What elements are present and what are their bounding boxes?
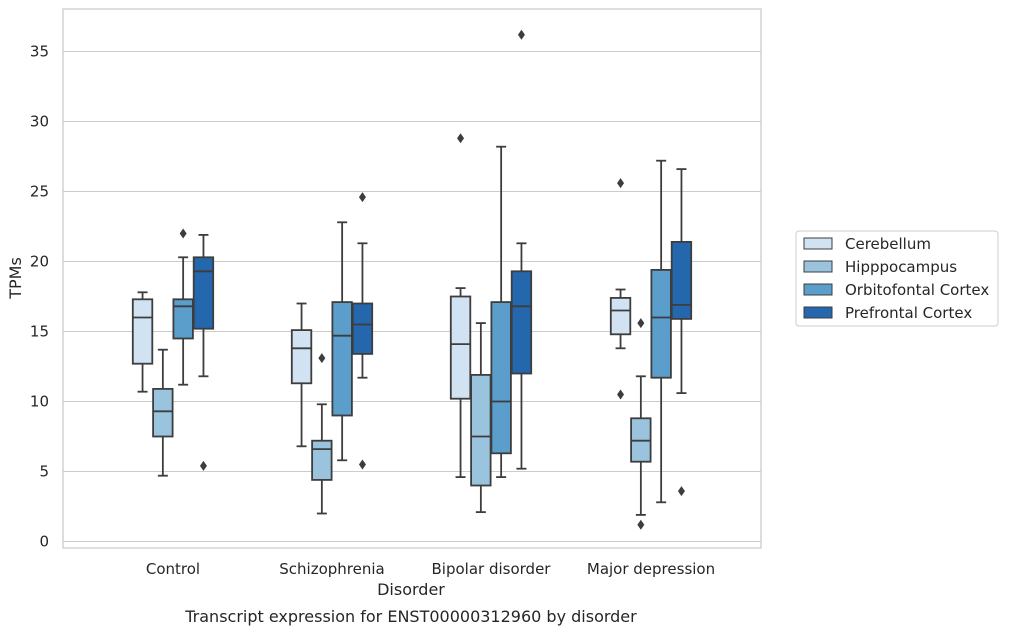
outlier-point — [677, 486, 685, 497]
iqr-box — [152, 387, 174, 438]
x-tick-label: Control — [146, 560, 200, 578]
box-prefrontal-cortex — [670, 168, 693, 497]
x-tick-label: Bipolar disorder — [432, 560, 552, 578]
box-orbitofontal-cortex — [650, 159, 672, 504]
iqr-box — [650, 268, 672, 379]
chart-caption: Transcript expression for ENST0000031296… — [184, 607, 637, 626]
outlier-point — [617, 178, 625, 189]
legend-label: Cerebellum — [845, 235, 931, 253]
iqr-box — [670, 240, 693, 320]
box-prefrontal-cortex — [351, 192, 374, 470]
iqr-box — [609, 296, 632, 336]
iqr-box — [490, 301, 512, 455]
legend: Cerebellum Hipppocampus Orbitofontal Corte… — [795, 230, 999, 327]
box-prefrontal-cortex — [510, 29, 533, 470]
box-hipppocampus — [152, 348, 174, 477]
outlier-point — [617, 389, 625, 400]
box-groups — [131, 29, 693, 530]
y-tick-label: 25 — [30, 183, 49, 201]
legend-label: Hipppocampus — [845, 258, 957, 276]
iqr-box — [331, 301, 353, 417]
y-tick-label: 30 — [30, 113, 49, 131]
outlier-point — [199, 460, 207, 471]
iqr-box — [470, 373, 492, 487]
iqr-box — [131, 298, 154, 365]
x-tick-label: Schizophrenia — [279, 560, 384, 578]
x-axis-label: Disorder — [377, 580, 445, 599]
iqr-box — [449, 295, 472, 400]
outlier-point — [318, 353, 326, 364]
outlier-point — [358, 459, 366, 470]
iqr-box — [172, 298, 194, 340]
legend-label: Prefrontal Cortex — [845, 304, 972, 322]
legend-swatch — [803, 306, 833, 319]
box-orbitofontal-cortex — [490, 145, 512, 479]
y-tick-labels: 0 5 10 15 20 25 30 35 — [30, 43, 49, 551]
outlier-point — [179, 228, 187, 239]
legend-label: Orbitofontal Cortex — [845, 281, 989, 299]
box-orbitofontal-cortex — [172, 228, 194, 386]
outlier-point — [517, 29, 525, 40]
box-cerebellum — [290, 302, 313, 448]
y-tick-label: 35 — [30, 43, 49, 61]
legend-swatch — [803, 283, 833, 296]
y-tick-label: 20 — [30, 253, 49, 271]
box-cerebellum — [609, 178, 632, 400]
y-tick-label: 10 — [30, 393, 49, 411]
outlier-point — [637, 519, 645, 530]
y-tick-label: 0 — [39, 533, 49, 551]
box-hipppocampus — [311, 353, 333, 515]
iqr-box — [192, 256, 215, 330]
outlier-point — [637, 318, 645, 329]
box-cerebellum — [449, 133, 472, 479]
box-cerebellum — [131, 291, 154, 393]
iqr-box — [311, 439, 333, 481]
x-tick-labels: Control Schizophrenia Bipolar disorder Majo… — [146, 560, 715, 578]
y-axis-label: TPMs — [6, 257, 25, 300]
iqr-box — [510, 270, 533, 375]
box-orbitofontal-cortex — [331, 221, 353, 462]
y-tick-label: 5 — [39, 463, 49, 481]
outlier-point — [457, 133, 465, 144]
outlier-point — [358, 192, 366, 203]
plot-frame — [62, 8, 762, 549]
x-tick-label: Major depression — [587, 560, 715, 578]
box-prefrontal-cortex — [192, 233, 215, 471]
legend-swatch — [803, 237, 833, 250]
iqr-box — [351, 302, 374, 355]
legend-frame — [795, 230, 999, 327]
iqr-box — [290, 329, 313, 385]
y-tick-label: 15 — [30, 323, 49, 341]
box-hipppocampus — [630, 318, 652, 530]
legend-swatch — [803, 260, 833, 273]
box-hipppocampus — [470, 322, 492, 513]
